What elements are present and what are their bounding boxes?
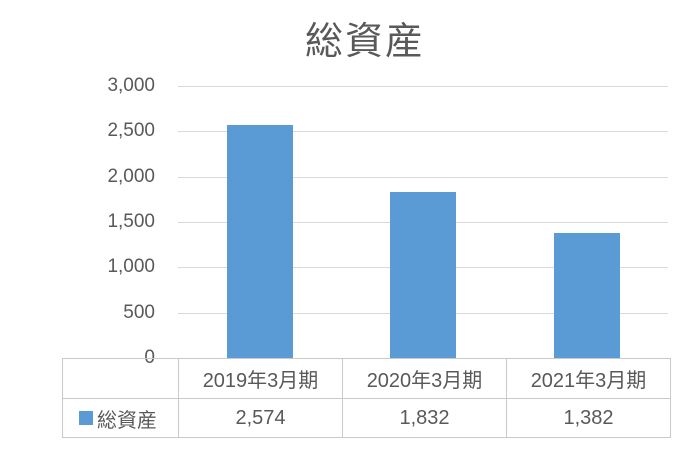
y-axis-tick-label: 3,000 bbox=[107, 75, 155, 96]
table-value-cell: 2,574 bbox=[178, 398, 343, 438]
y-axis-tick-label: 1,500 bbox=[107, 211, 155, 232]
y-axis-tick-label: 0 bbox=[144, 347, 155, 368]
y-axis-tick-label: 2,000 bbox=[107, 165, 155, 187]
bar bbox=[390, 191, 456, 358]
bar bbox=[554, 232, 620, 358]
table-column-header: 2020年3月期 bbox=[342, 358, 507, 399]
y-axis-tick-label: 1,000 bbox=[107, 256, 155, 278]
plot-area bbox=[178, 86, 668, 358]
legend-swatch-icon bbox=[79, 411, 93, 425]
table-column-header: 2019年3月期 bbox=[178, 358, 343, 399]
table-column-header: 2021年3月期 bbox=[506, 358, 671, 399]
table-value-cell: 1,832 bbox=[342, 398, 507, 438]
table-value-cell: 1,382 bbox=[506, 398, 671, 438]
gridline bbox=[178, 131, 668, 133]
gridline bbox=[178, 86, 668, 87]
bar bbox=[226, 124, 293, 358]
chart-title: 総資産 bbox=[304, 21, 425, 63]
legend-cell: 総資産 bbox=[62, 398, 179, 438]
data-table: 2019年3月期 2020年3月期 2021年3月期 総資産 2,574 1,8… bbox=[62, 358, 671, 438]
y-axis-tick-label: 2,500 bbox=[107, 120, 155, 142]
y-axis-tick-label: 500 bbox=[123, 301, 155, 323]
legend-label: 総資産 bbox=[97, 409, 157, 432]
table-row: 総資産 2,574 1,832 1,382 bbox=[62, 398, 671, 438]
gridline bbox=[178, 176, 668, 178]
table-corner-cell bbox=[62, 358, 179, 399]
